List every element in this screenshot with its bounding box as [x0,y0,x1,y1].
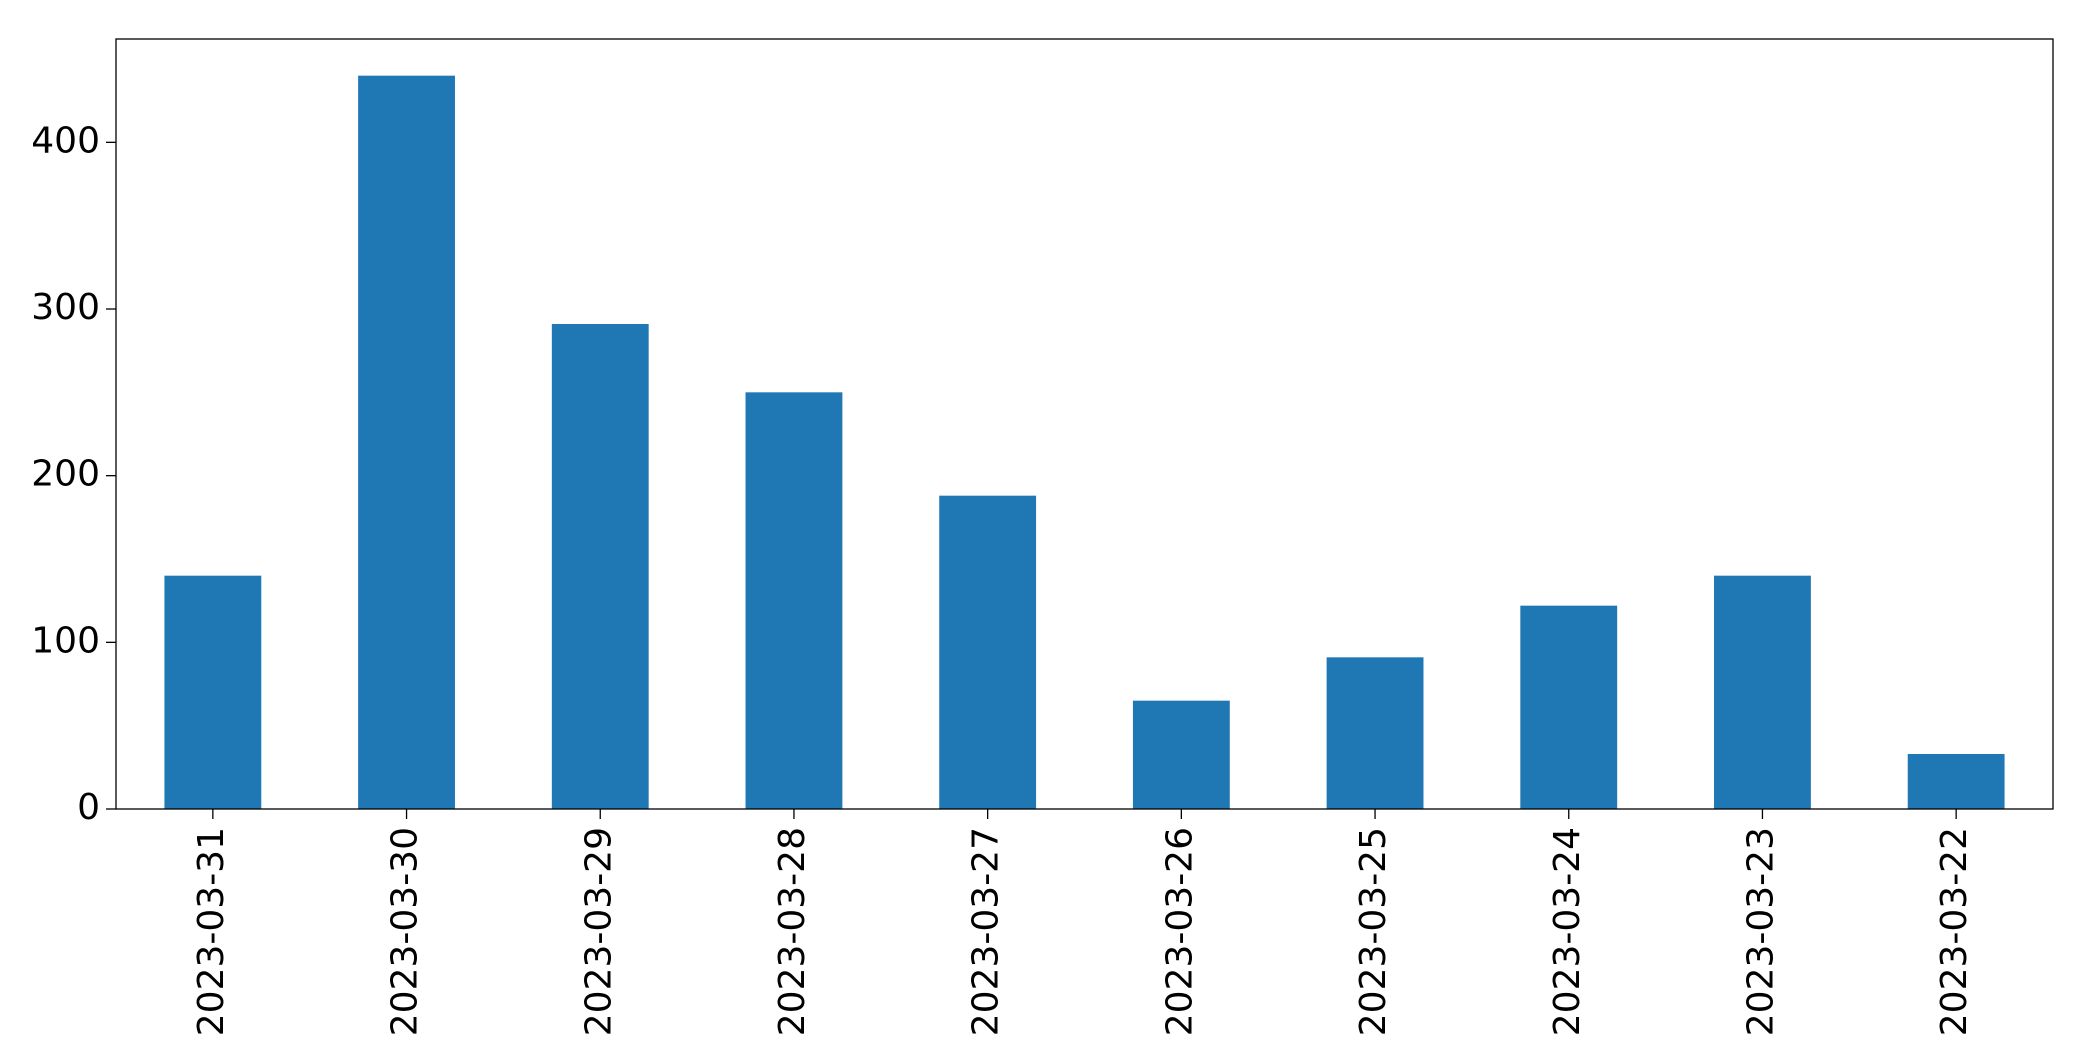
bar [1326,657,1424,809]
x-tick-label: 2023-03-26 [1159,827,1200,1036]
y-tick-label: 0 [77,787,100,828]
x-tick-label: 2023-03-23 [1740,827,1781,1036]
bar [1907,754,2005,809]
x-tick-label: 2023-03-28 [772,827,813,1036]
plot-frame [115,38,2054,810]
bar [1714,575,1811,809]
y-tick-label: 300 [31,287,100,328]
x-tick-label: 2023-03-31 [191,827,232,1036]
x-tick-label: 2023-03-29 [578,827,619,1036]
bar [551,324,649,809]
x-tick-label: 2023-03-25 [1353,827,1394,1036]
bar [1132,700,1230,809]
y-tick-label: 400 [31,120,100,161]
x-tick-label: 2023-03-22 [1934,827,1975,1036]
y-tick-label: 100 [31,620,100,661]
bar [164,575,262,809]
bar [358,75,455,809]
bar [1520,605,1618,809]
x-tick-label: 2023-03-24 [1547,827,1588,1036]
bar [939,495,1037,809]
bar [745,392,843,809]
x-tick-label: 2023-03-27 [966,827,1007,1036]
y-tick-label: 200 [31,454,100,495]
x-tick-label: 2023-03-30 [385,827,426,1036]
